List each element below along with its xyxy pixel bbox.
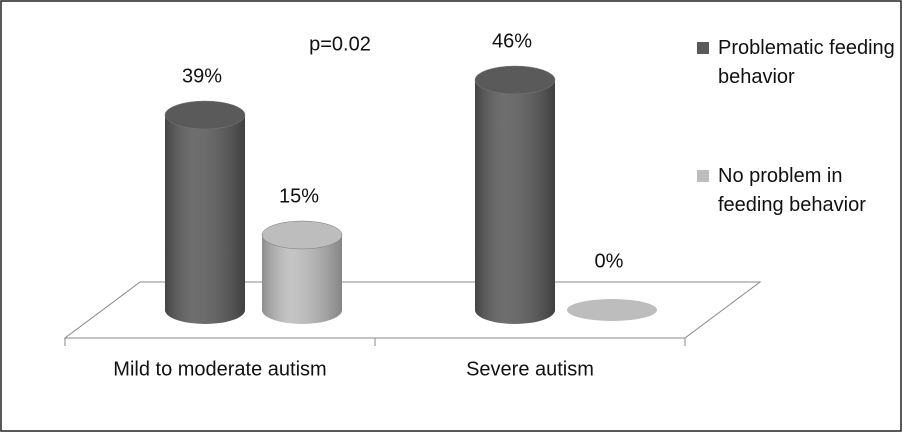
legend-text: No problem in feeding behavior [718, 165, 866, 216]
cylinder-top [164, 100, 246, 130]
cylinder-shade [475, 80, 555, 324]
x-tick-label: Mild to moderate autism [113, 358, 326, 380]
value-label: 46% [492, 30, 532, 52]
cylinder-top [261, 220, 343, 250]
legend-key [697, 42, 709, 54]
legend-key [697, 170, 709, 182]
legend-text: Problematic feeding behavior [718, 37, 895, 88]
value-label: 39% [182, 65, 222, 87]
value-label: 0% [595, 250, 624, 272]
cylinder-shade [262, 235, 342, 324]
cylinder-shade [165, 115, 245, 324]
cylinder-top [567, 299, 657, 321]
cylinder-top [474, 65, 556, 95]
x-tick-label: Severe autism [466, 358, 594, 380]
value-label: 15% [279, 185, 319, 207]
annotation: p=0.02 [309, 33, 371, 55]
